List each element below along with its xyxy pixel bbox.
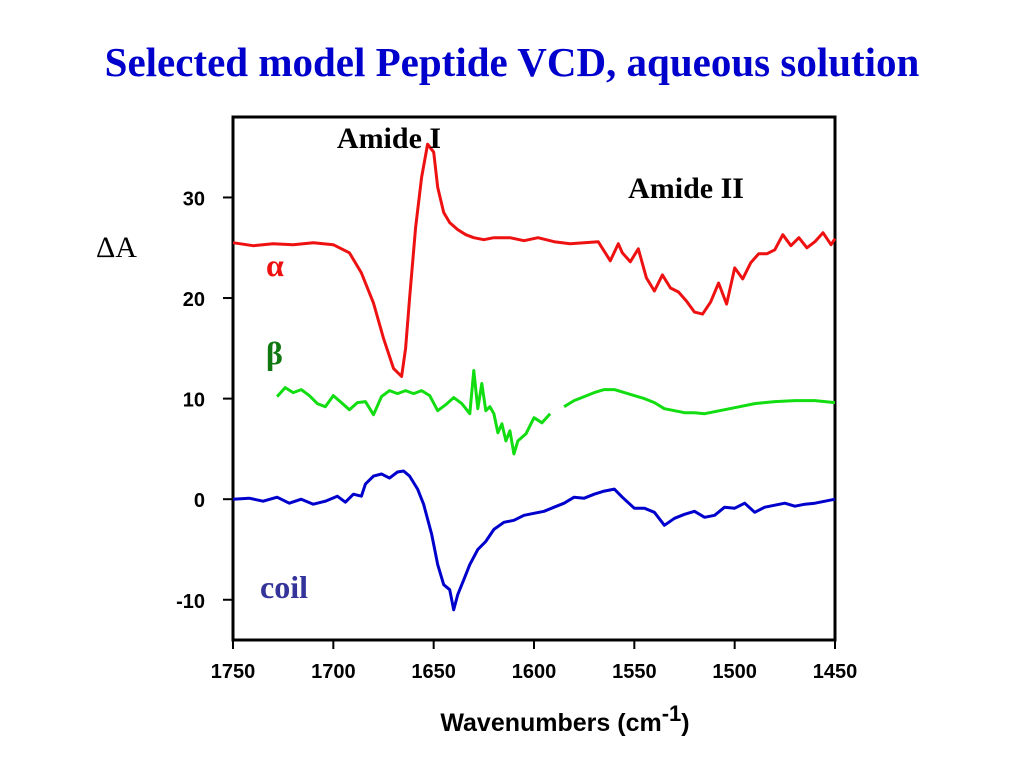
x-tick-label: 1650 xyxy=(411,661,456,683)
x-axis-label-exponent: -1 xyxy=(662,701,682,726)
plot-frame xyxy=(231,115,837,642)
y-tick-label: 30 xyxy=(183,188,205,210)
series-line-beta xyxy=(275,369,836,456)
y-tick-label: -10 xyxy=(176,591,205,613)
slide-title: Selected model Peptide VCD, aqueous solu… xyxy=(104,39,920,85)
y-tick-label: 10 xyxy=(183,390,205,412)
x-axis-ticks: 1750 1700 1650 1600 1550 1500 1450 xyxy=(211,640,858,683)
y-tick-label: 0 xyxy=(194,490,205,512)
x-tick-label: 1750 xyxy=(211,661,256,683)
x-axis-label: Wavenumbers (cm-1) xyxy=(440,701,689,737)
y-axis-ticks: 30 20 10 0 -10 xyxy=(176,188,233,613)
x-tick-label: 1450 xyxy=(813,661,858,683)
y-axis-label: ΔA xyxy=(96,231,137,264)
annotation-amide-1: Amide I xyxy=(337,122,441,155)
series-line-coil xyxy=(232,469,836,612)
annotation-amide-2: Amide II xyxy=(628,172,744,205)
x-tick-label: 1600 xyxy=(512,661,557,683)
x-tick-label: 1500 xyxy=(712,661,757,683)
series-layer xyxy=(232,142,837,612)
series-label-alpha: α xyxy=(266,247,284,283)
x-axis-label-close: ) xyxy=(681,709,689,737)
x-axis-label-text: Wavenumbers (cm xyxy=(440,709,661,737)
series-label-beta: β xyxy=(266,335,283,371)
x-tick-label: 1550 xyxy=(612,661,657,683)
series-line-alpha xyxy=(232,142,837,378)
series-label-coil: coil xyxy=(260,569,308,605)
x-tick-label: 1700 xyxy=(311,661,356,683)
y-tick-label: 20 xyxy=(183,289,205,311)
